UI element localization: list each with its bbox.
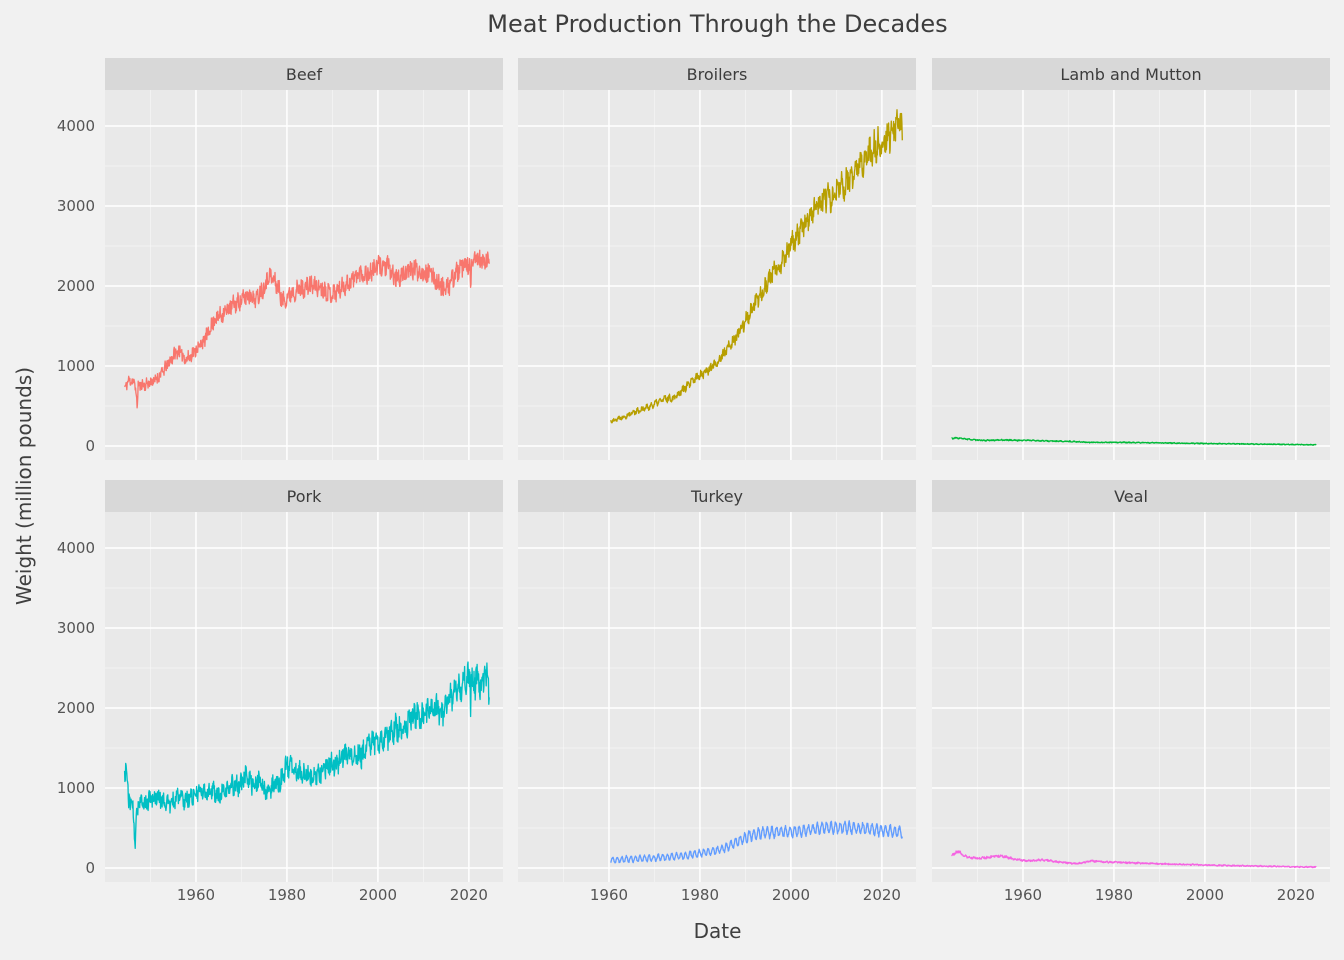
x-tick-label: 1960 [589,886,629,904]
x-tick-label: 2020 [862,886,901,904]
facet-strip-beef: Beef [105,58,503,90]
facet-strip-veal: Veal [932,480,1330,512]
x-tick-label: 2000 [1185,886,1224,904]
facet-lamb-and-mutton: Lamb and Mutton [932,58,1330,460]
x-tick-label: 1980 [680,886,720,904]
x-tick-label: 1960 [176,886,216,904]
y-tick-label: 3000 [56,619,95,637]
facet-broilers: Broilers [518,58,916,460]
panel-turkey [518,512,916,882]
y-tick-label: 3000 [56,197,95,215]
y-tick-label: 1000 [56,779,95,797]
facet-strip-turkey: Turkey [518,480,916,512]
x-tick-label: 2000 [771,886,810,904]
y-tick-label: 1000 [56,357,95,375]
x-tick-label: 1980 [267,886,307,904]
x-tick-label: 1980 [1094,886,1134,904]
x-tick-label: 2020 [1276,886,1315,904]
panel-broilers [518,90,916,460]
y-tick-label: 2000 [56,699,95,717]
y-tick-label: 0 [85,437,95,455]
y-tick-label: 0 [85,859,95,877]
panel-veal [932,512,1330,882]
x-axis-title: Date [693,919,742,943]
facet-beef: Beef [105,58,503,460]
y-tick-label: 2000 [56,277,95,295]
x-tick-label: 2020 [449,886,488,904]
panel-beef [105,90,503,460]
y-tick-label: 4000 [56,539,95,557]
facet-strip-lamb-and-mutton: Lamb and Mutton [932,58,1330,90]
x-tick-label: 2000 [358,886,397,904]
chart-title: Meat Production Through the Decades [487,10,948,38]
facet-pork: Pork [105,480,503,882]
x-tick-label: 1960 [1003,886,1043,904]
facet-strip-broilers: Broilers [518,58,916,90]
y-axis-title: Weight (million pounds) [12,366,36,606]
panel-pork [105,512,503,882]
facet-strip-pork: Pork [105,480,503,512]
y-tick-label: 4000 [56,117,95,135]
facet-turkey: Turkey [518,480,916,882]
facet-veal: Veal [932,480,1330,882]
panel-lamb-and-mutton [932,90,1330,460]
